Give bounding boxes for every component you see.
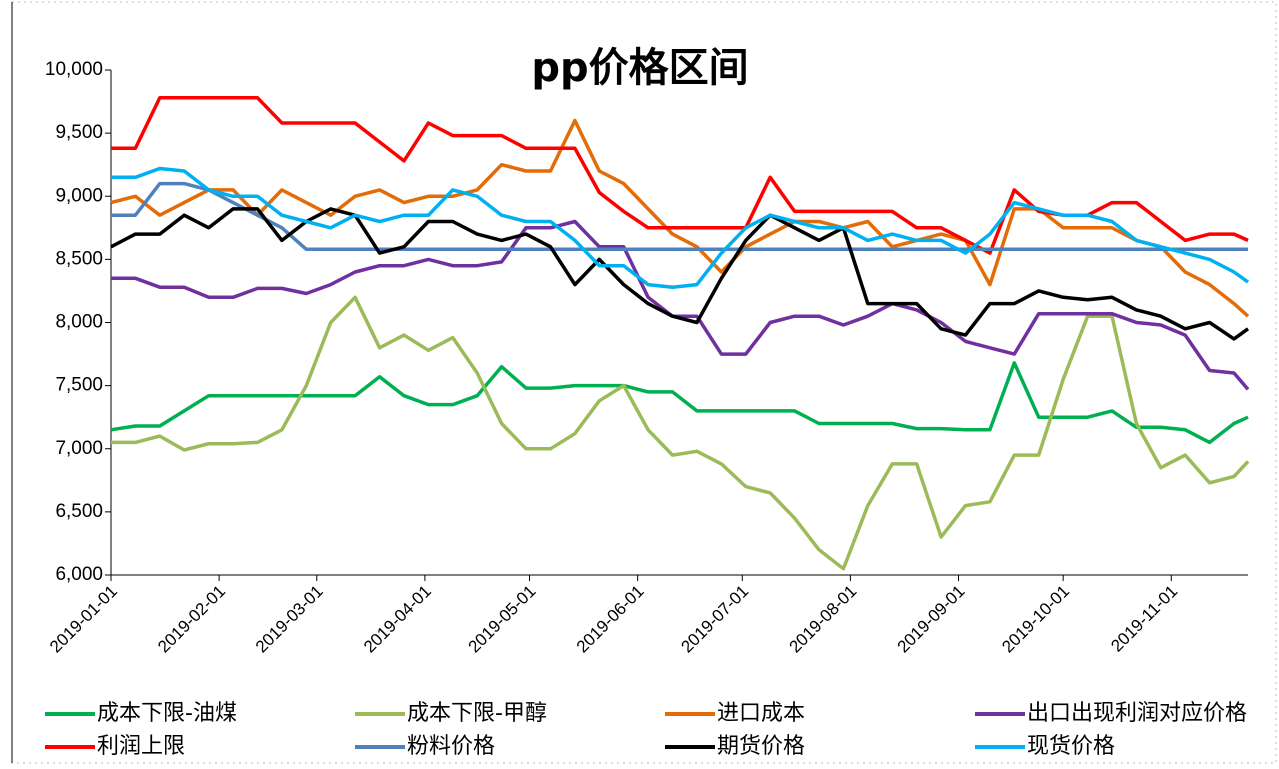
legend-label: 期货价格 [717,734,805,759]
y-tick-label: 9,000 [55,185,103,206]
legend-label: 利润上限 [97,734,185,759]
series-line [111,219,1250,391]
chart-title: pp价格区间 [531,45,748,91]
y-tick-label: 8,000 [55,312,103,333]
legend-label: 进口成本 [717,701,805,726]
legend-label: 现货价格 [1027,734,1115,759]
series-line [111,166,1250,289]
y-tick-label: 7,500 [55,375,103,396]
y-tick-label: 6,000 [55,564,103,585]
y-tick-label: 7,000 [55,438,103,459]
series-line [111,295,1250,571]
x-tick-label: 2019-11-01 [1107,582,1181,656]
series-line [110,118,1250,318]
y-tick-label: 6,500 [55,501,103,522]
x-tick-label: 2019-03-01 [252,582,327,657]
x-tick-label: 2019-02-01 [154,582,229,657]
y-tick-label: 8,500 [55,248,103,269]
y-tick-label: 10,000 [45,59,103,80]
legend-label: 成本下限-油煤 [97,701,237,726]
x-tick-label: 2019-10-01 [998,582,1073,657]
legend-label: 粉料价格 [407,734,495,759]
series-line [111,181,1248,252]
chart-border [11,1,1277,764]
x-tick-label: 2019-06-01 [573,582,648,657]
legend-label: 出口出现利润对应价格 [1027,701,1247,726]
x-tick-label: 2019-08-01 [785,582,860,657]
x-tick-label: 2019-04-01 [360,582,435,657]
x-tick-label: 2019-05-01 [465,582,540,657]
x-tick-label: 2019-01-01 [46,582,121,657]
x-tick-label: 2019-07-01 [677,582,752,657]
legend-label: 成本下限-甲醇 [407,701,547,726]
y-tick-label: 9,500 [55,122,103,143]
series-line [110,207,1250,341]
x-tick-label: 2019-09-01 [894,582,969,657]
